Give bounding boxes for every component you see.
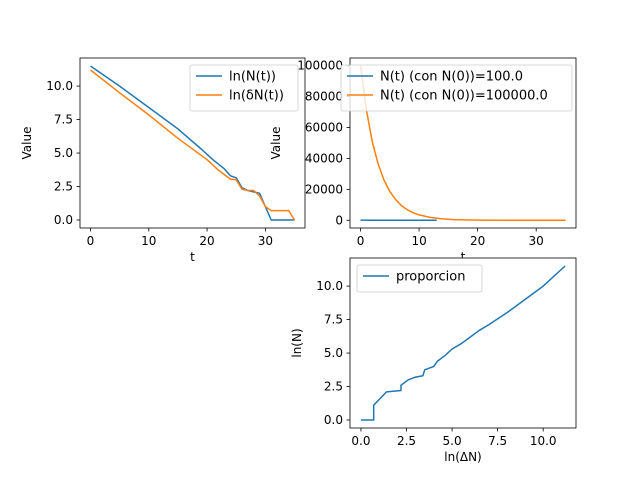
y-tick-label: 7.5: [324, 313, 343, 327]
x-axis-label: t: [190, 250, 195, 264]
y-tick-label: 5.0: [324, 346, 343, 360]
legend: proporcion: [356, 264, 483, 293]
x-tick-label: 7.5: [488, 434, 507, 448]
subplot-proportion: 0.0 2.5 5.0 7.5 10.0 0.0 2.5 5.0 7.5 10.0 ln(ΔN) ln…: [290, 257, 577, 464]
x-tick-label: 10.0: [530, 434, 557, 448]
legend: ln(N(t)) ln(δN(t)): [189, 64, 299, 112]
axes-frame: [349, 57, 577, 229]
axes-frame: [79, 57, 306, 229]
y-axis-label: Value: [269, 127, 283, 160]
y-tick-label: 5.0: [54, 146, 73, 160]
x-axis-label: ln(ΔN): [444, 450, 482, 464]
x-tick-label: 0.0: [351, 434, 370, 448]
series-line-1: [90, 65, 295, 221]
series-line-2: [90, 69, 296, 221]
y-axis-label: ln(N): [290, 328, 304, 357]
series-line-1: [360, 265, 566, 421]
x-tick-label: 5.0: [443, 434, 462, 448]
legend-label-1: proporcion: [396, 270, 465, 285]
x-tick-label: 0: [87, 234, 95, 248]
legend-label-1: ln(N(t)): [229, 70, 276, 85]
y-axis-label: Value: [20, 127, 34, 160]
y-tick-label: 80000: [305, 90, 343, 104]
legend-box: [356, 264, 483, 293]
legend-label-1: N(t) (con N(0))=100.0: [380, 70, 523, 85]
legend-label-2: ln(δN(t)): [229, 89, 284, 104]
y-tick-label: 2.5: [54, 180, 73, 194]
y-tick-label: 0.0: [324, 413, 343, 427]
x-tick-label: 2.5: [397, 434, 416, 448]
x-tick-label: 30: [258, 234, 273, 248]
legend-box: [340, 64, 573, 112]
y-tick-label: 10.0: [316, 279, 343, 293]
y-tick-label: 40000: [305, 151, 343, 165]
legend: N(t) (con N(0))=100.0 N(t) (con N(0))=100…: [340, 64, 573, 112]
subplot-log-values: 0 10 20 300.02.55.07.510.0tValueln(N(t))ln(…: [20, 57, 306, 264]
y-tick-label: 2.5: [324, 380, 343, 394]
x-tick-label: 10: [141, 234, 156, 248]
axes-frame: [349, 257, 577, 429]
x-tick-label: 30: [529, 234, 544, 248]
y-tick-label: 7.5: [54, 113, 73, 127]
legend-label-2: N(t) (con N(0))=100000.0: [380, 89, 548, 104]
x-axis-label: t: [461, 250, 466, 264]
y-tick-label: 0.0: [54, 213, 73, 227]
y-tick-label: 100000: [297, 59, 343, 73]
x-tick-label: 10: [411, 234, 426, 248]
y-tick-label: 0: [335, 213, 343, 227]
x-tick-label: 20: [199, 234, 214, 248]
subplot-population: 0 10 20 30 0 20000 40000 60000 80000 100000 t Value…: [269, 57, 577, 264]
y-tick-label: 20000: [305, 182, 343, 196]
x-tick-label: 20: [470, 234, 485, 248]
x-tick-label: 0: [357, 234, 365, 248]
y-tick-label: 60000: [305, 121, 343, 135]
series-line-2: [359, 65, 566, 222]
y-tick-label: 10.0: [46, 79, 73, 93]
